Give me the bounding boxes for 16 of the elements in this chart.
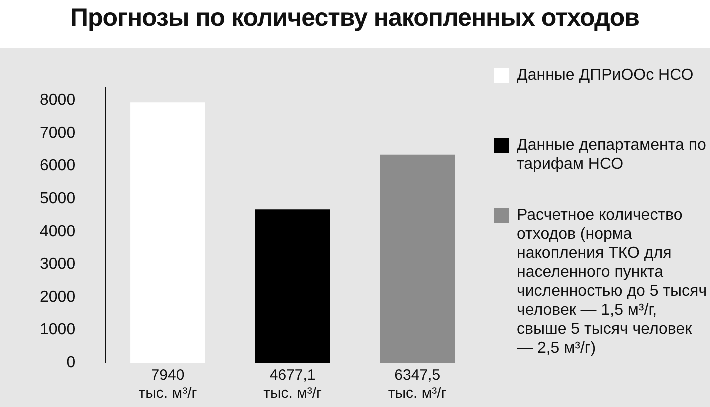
y-tick-label: 7000	[40, 124, 76, 142]
y-tick-label: 8000	[40, 92, 76, 110]
legend-label: Данные ДПРиООс НСО	[517, 66, 694, 85]
x-tick-label: 7940 тыс. м³/г	[138, 367, 198, 402]
y-tick-label: 4000	[40, 223, 76, 240]
y-tick-label: 3000	[40, 256, 76, 274]
x-tick-label: 6347,5 тыс. м³/г	[388, 367, 448, 402]
chart-title: Прогнозы по количеству накопленных отходов	[70, 4, 640, 33]
x-tick-label: 4677,1 тыс. м³/г	[264, 367, 323, 402]
y-tick-label: 5000	[40, 190, 76, 208]
y-tick-label: 0	[66, 354, 76, 372]
y-tick-label: 6000	[40, 158, 76, 175]
legend-label: Расчетное количество отходов (норма накопления ТКО для населенного пункта численностью до 5 тысяч человек — 1,5 м³/г, свыше 5 тысяч человек — 2,5 м³/г)	[517, 206, 708, 358]
y-tick-label: 1000	[40, 322, 76, 339]
y-tick-label: 2000	[40, 288, 76, 306]
legend-label: Данные департамента по тарифам НСО	[517, 136, 708, 174]
